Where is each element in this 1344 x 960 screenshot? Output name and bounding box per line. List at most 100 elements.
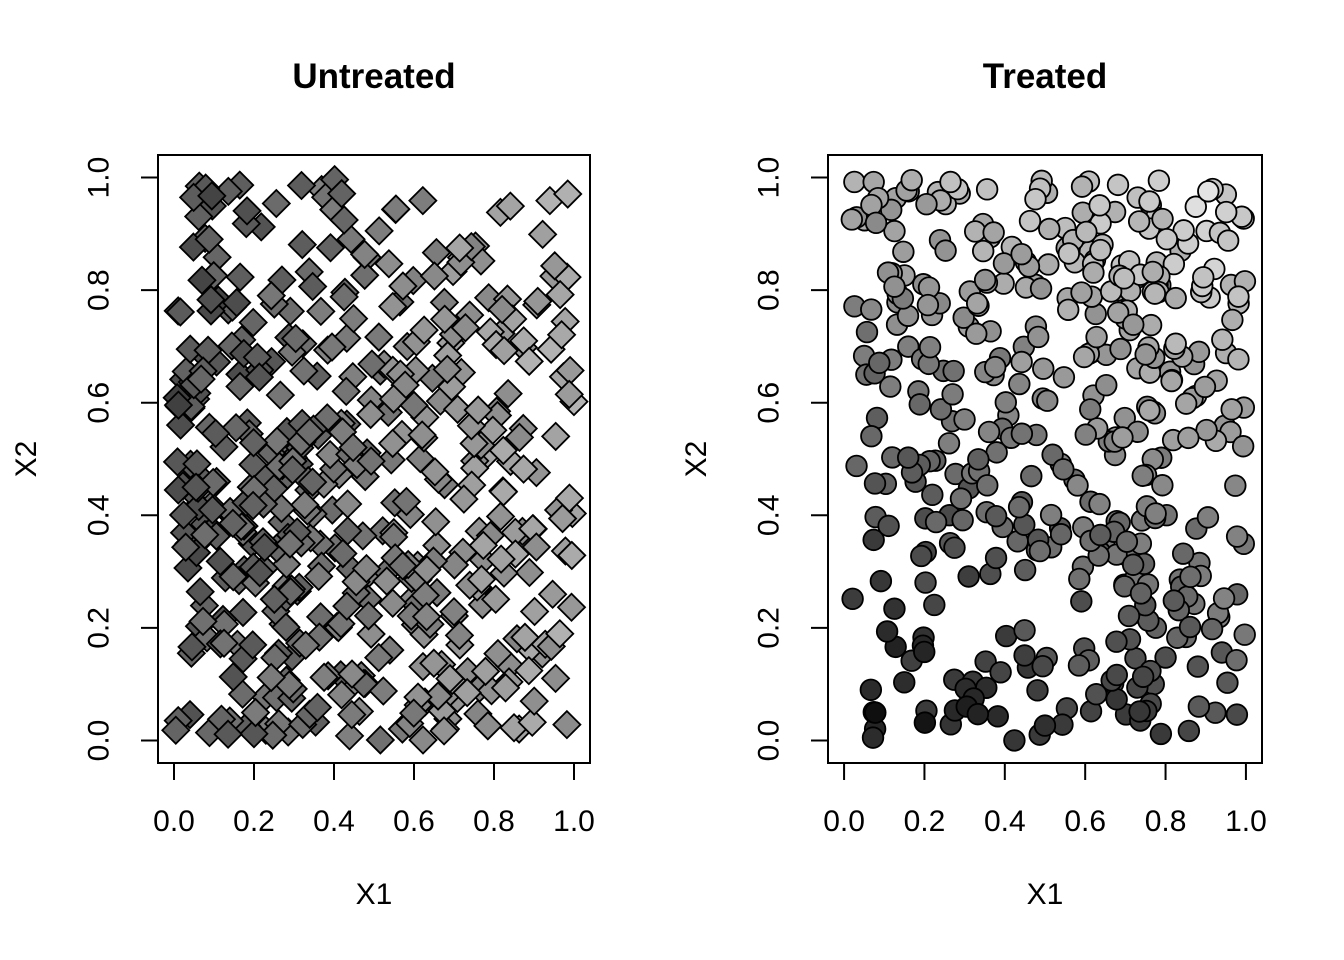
data-point (554, 483, 585, 513)
y-tick-label: 0.2 (83, 607, 116, 649)
data-point (552, 179, 583, 209)
data-point (183, 201, 214, 232)
data-point (280, 323, 311, 354)
data-point (1122, 313, 1145, 336)
data-point (256, 662, 286, 693)
data-point (225, 371, 255, 402)
data-point (356, 446, 386, 476)
data-point (1074, 423, 1097, 446)
data-point (984, 504, 1008, 528)
data-point (374, 248, 404, 279)
data-point (1106, 173, 1130, 197)
data-point (1192, 266, 1215, 289)
y-tick-label: 0.2 (753, 607, 786, 649)
data-point (1162, 252, 1186, 276)
data-point (463, 395, 493, 425)
data-point (1105, 630, 1128, 653)
y-tick-label: 0.6 (753, 382, 786, 424)
data-point (1052, 458, 1075, 481)
data-point (309, 662, 339, 693)
data-point (332, 516, 363, 546)
data-point (468, 530, 499, 561)
data-point (1174, 392, 1198, 415)
data-point (1177, 719, 1201, 743)
x-axis-label-untreated: X1 (356, 878, 393, 911)
data-point (514, 557, 545, 588)
data-point (1131, 464, 1154, 487)
data-point (527, 219, 558, 250)
data-point (303, 561, 334, 592)
data-point (387, 551, 418, 581)
data-point (1036, 389, 1059, 412)
data-point (869, 569, 893, 593)
data-point (249, 532, 280, 563)
y-tick-label: 1.0 (83, 157, 116, 199)
data-point (407, 420, 437, 450)
data-point (489, 335, 519, 366)
data-point (976, 474, 999, 497)
data-point (845, 454, 868, 478)
data-point (929, 398, 953, 421)
data-point (435, 663, 465, 694)
data-point (168, 500, 199, 530)
data-point (240, 697, 271, 728)
plot-box-untreated (157, 154, 591, 764)
data-point (315, 232, 346, 263)
data-point (473, 711, 503, 741)
data-point (265, 380, 296, 410)
data-point (421, 237, 452, 268)
data-point (364, 322, 394, 352)
data-point (539, 251, 570, 281)
data-point (943, 536, 966, 559)
data-point (163, 390, 194, 420)
data-point (423, 681, 453, 711)
data-point (1068, 567, 1091, 591)
panel-title-treated: Treated (983, 57, 1108, 96)
data-point (916, 293, 940, 317)
x-tick-label: 0.2 (233, 805, 275, 838)
data-point (420, 506, 451, 537)
data-point (1134, 343, 1157, 366)
data-point (883, 219, 906, 243)
data-point (197, 495, 228, 525)
data-point (967, 448, 990, 471)
data-point (1026, 679, 1049, 702)
x-tick-label: 0.4 (984, 805, 1026, 838)
data-point (221, 287, 252, 318)
data-point (1027, 325, 1050, 349)
data-point (442, 394, 473, 425)
data-point (186, 364, 216, 394)
data-point (1220, 398, 1243, 421)
data-point (459, 428, 489, 459)
data-point (363, 642, 394, 673)
data-point (228, 597, 258, 628)
data-point (1233, 623, 1256, 646)
data-point (1115, 530, 1139, 553)
data-point (508, 454, 539, 484)
data-point (1075, 220, 1098, 244)
data-point (921, 483, 944, 507)
x-tick-label: 0.0 (823, 805, 865, 838)
data-point (1155, 227, 1179, 251)
data-point (1193, 375, 1217, 399)
data-point (864, 211, 888, 235)
data-point (398, 698, 429, 728)
data-point (256, 280, 287, 311)
data-point (1112, 267, 1136, 290)
data-point (357, 349, 387, 379)
data-point (952, 306, 975, 329)
data-point (1018, 209, 1042, 233)
data-point (238, 427, 269, 458)
data-point (1164, 332, 1187, 355)
data-point (365, 725, 396, 755)
data-point (915, 193, 938, 216)
data-point (338, 432, 368, 463)
data-point (483, 638, 513, 669)
points-treated (840, 168, 1257, 752)
data-point (1111, 426, 1134, 449)
data-point (432, 354, 463, 385)
data-point (1008, 372, 1031, 396)
data-point (466, 564, 497, 595)
data-point (879, 375, 902, 398)
